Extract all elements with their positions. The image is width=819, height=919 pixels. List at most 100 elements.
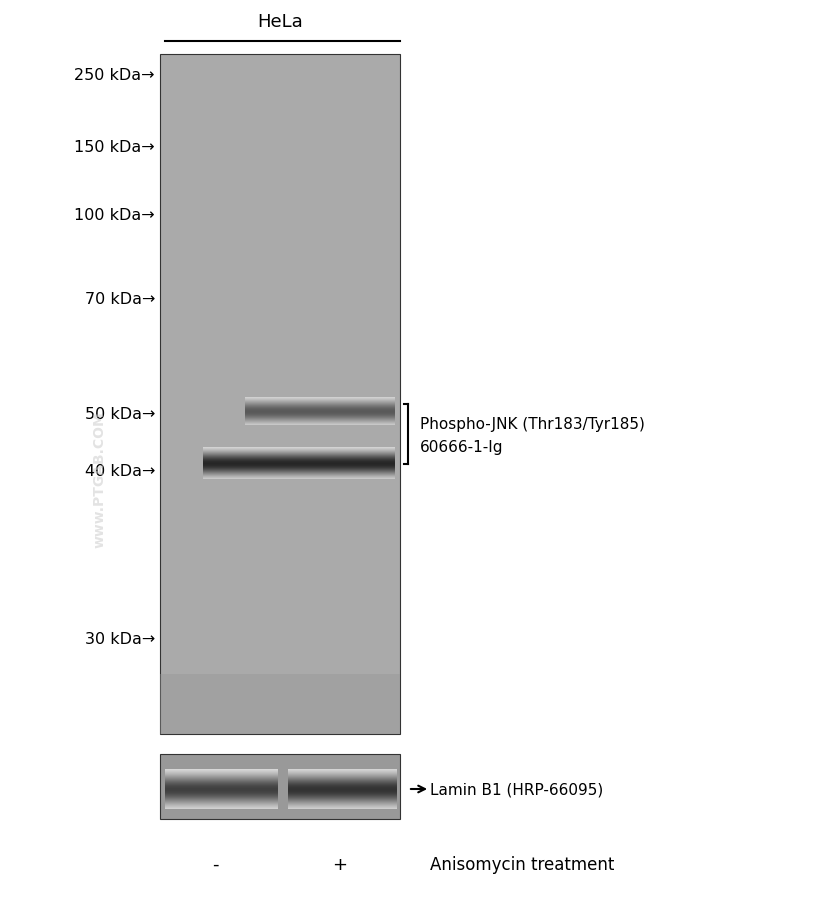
Bar bbox=[165, 790, 278, 791]
Bar bbox=[165, 775, 278, 777]
Bar bbox=[287, 798, 396, 800]
Bar bbox=[245, 406, 395, 407]
Bar bbox=[245, 401, 395, 402]
Text: HeLa: HeLa bbox=[257, 13, 302, 31]
Bar bbox=[160, 675, 400, 734]
Bar bbox=[245, 400, 395, 401]
Bar bbox=[287, 775, 396, 777]
Bar bbox=[287, 774, 396, 775]
Bar bbox=[203, 460, 395, 461]
Bar bbox=[287, 808, 396, 809]
Text: Lamin B1 (HRP-66095): Lamin B1 (HRP-66095) bbox=[429, 782, 603, 797]
Text: 40 kDa→: 40 kDa→ bbox=[84, 464, 155, 479]
Bar bbox=[203, 473, 395, 474]
Bar bbox=[203, 474, 395, 475]
Bar bbox=[165, 792, 278, 793]
Bar bbox=[165, 800, 278, 801]
Text: 60666-1-Ig: 60666-1-Ig bbox=[419, 440, 503, 455]
Bar bbox=[287, 785, 396, 786]
Bar bbox=[203, 478, 395, 479]
Bar bbox=[203, 476, 395, 478]
Text: +: + bbox=[332, 855, 347, 873]
Bar bbox=[287, 772, 396, 773]
Bar bbox=[160, 754, 400, 819]
Bar bbox=[165, 786, 278, 788]
Bar bbox=[287, 777, 396, 778]
Bar bbox=[165, 802, 278, 803]
Bar bbox=[165, 779, 278, 780]
Bar bbox=[203, 466, 395, 467]
Bar bbox=[203, 472, 395, 473]
Bar bbox=[287, 800, 396, 801]
Bar bbox=[287, 803, 396, 804]
Bar bbox=[165, 805, 278, 806]
Bar bbox=[165, 806, 278, 807]
Bar bbox=[245, 417, 395, 418]
Bar bbox=[245, 410, 395, 411]
Bar bbox=[245, 399, 395, 400]
Bar bbox=[287, 806, 396, 807]
Bar bbox=[245, 403, 395, 404]
Text: 30 kDa→: 30 kDa→ bbox=[84, 632, 155, 647]
Bar bbox=[203, 450, 395, 451]
Bar bbox=[287, 783, 396, 784]
Bar bbox=[245, 424, 395, 425]
Bar bbox=[203, 461, 395, 462]
Bar bbox=[245, 418, 395, 420]
Bar bbox=[165, 795, 278, 796]
Bar bbox=[203, 475, 395, 476]
Bar bbox=[203, 471, 395, 472]
Bar bbox=[165, 794, 278, 795]
Bar bbox=[245, 422, 395, 423]
Bar bbox=[203, 449, 395, 450]
Bar bbox=[245, 404, 395, 405]
Text: www.PTGAB.COM: www.PTGAB.COM bbox=[93, 411, 106, 548]
Bar bbox=[287, 782, 396, 783]
Bar bbox=[165, 804, 278, 805]
Bar bbox=[287, 771, 396, 772]
Bar bbox=[203, 464, 395, 466]
Bar bbox=[245, 423, 395, 424]
Bar bbox=[165, 801, 278, 802]
Bar bbox=[245, 420, 395, 421]
Bar bbox=[245, 412, 395, 413]
Bar bbox=[287, 797, 396, 798]
Bar bbox=[203, 458, 395, 459]
Bar bbox=[165, 778, 278, 779]
Bar bbox=[287, 795, 396, 796]
Bar bbox=[165, 785, 278, 786]
Bar bbox=[245, 402, 395, 403]
Bar bbox=[245, 416, 395, 417]
Bar bbox=[287, 801, 396, 802]
Bar bbox=[165, 774, 278, 775]
Bar bbox=[287, 796, 396, 797]
Bar bbox=[287, 805, 396, 806]
Bar bbox=[287, 786, 396, 788]
Text: 70 kDa→: 70 kDa→ bbox=[84, 292, 155, 307]
Text: Phospho-JNK (Thr183/Tyr185): Phospho-JNK (Thr183/Tyr185) bbox=[419, 417, 644, 432]
Bar bbox=[203, 462, 395, 463]
Bar bbox=[165, 798, 278, 800]
Bar bbox=[287, 770, 396, 771]
Bar bbox=[203, 456, 395, 457]
Bar bbox=[165, 773, 278, 774]
Bar bbox=[165, 780, 278, 781]
Bar bbox=[165, 781, 278, 782]
Bar bbox=[245, 411, 395, 412]
Bar bbox=[165, 784, 278, 785]
Bar bbox=[245, 414, 395, 415]
Bar bbox=[245, 405, 395, 406]
Bar bbox=[203, 455, 395, 456]
Bar bbox=[287, 780, 396, 781]
Bar bbox=[245, 413, 395, 414]
Text: -: - bbox=[211, 855, 218, 873]
Text: 100 kDa→: 100 kDa→ bbox=[75, 208, 155, 222]
Bar bbox=[203, 448, 395, 449]
Bar bbox=[287, 792, 396, 793]
Bar bbox=[287, 807, 396, 808]
Bar bbox=[287, 784, 396, 785]
Text: 150 kDa→: 150 kDa→ bbox=[75, 141, 155, 155]
Bar bbox=[287, 773, 396, 774]
Bar bbox=[165, 788, 278, 789]
Bar bbox=[287, 788, 396, 789]
